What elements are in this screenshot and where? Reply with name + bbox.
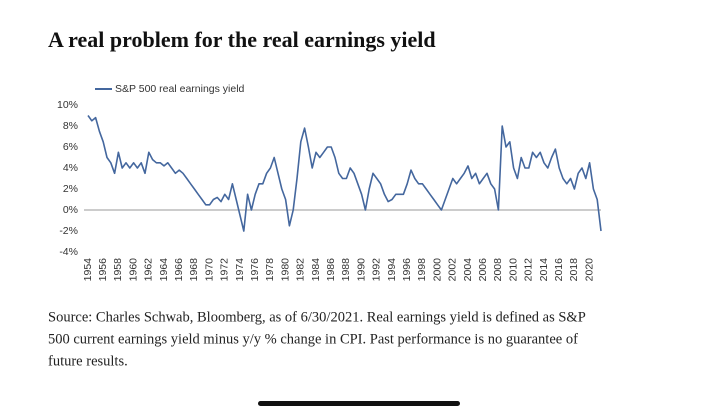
chart: 10%8%6%4%2%0%-2%-4%1954 1956 1958 1960 1962 1…	[57, 83, 602, 282]
x-tick-label: 1976	[249, 258, 261, 282]
x-tick-label: 1996	[401, 258, 413, 282]
y-tick-label: 2%	[63, 183, 78, 195]
home-indicator	[258, 401, 460, 406]
x-tick-label: 2008	[492, 258, 504, 282]
x-tick-label: 1992	[371, 258, 383, 282]
x-tick-label: 2012	[523, 258, 535, 282]
y-tick-label: -2%	[59, 225, 78, 237]
x-tick-label: 1966	[173, 258, 185, 282]
x-tick-label: 1954	[82, 258, 94, 282]
x-tick-label: 2010	[507, 258, 519, 282]
x-tick-label: 1978	[264, 258, 276, 282]
source-line: future results.	[48, 353, 128, 369]
y-tick-label: 4%	[63, 162, 78, 174]
x-tick-label: 1998	[416, 258, 428, 282]
x-tick-label: 1982	[295, 258, 307, 282]
y-tick-label: 0%	[63, 204, 78, 216]
legend-label: S&P 500 real earnings yield	[115, 83, 245, 95]
y-tick-label: 6%	[63, 141, 78, 153]
x-tick-label: 2000	[431, 258, 443, 282]
x-tick-label: 1972	[219, 258, 231, 282]
x-tick-label: 1956	[97, 258, 109, 282]
x-tick-label: 2002	[447, 258, 459, 282]
y-tick-label: 8%	[63, 120, 78, 132]
x-tick-label: 2020	[583, 258, 595, 282]
x-tick-label: 2016	[553, 258, 565, 282]
x-tick-label: 1994	[386, 258, 398, 282]
x-tick-label: 2004	[462, 258, 474, 282]
x-tick-label: 1964	[158, 258, 170, 282]
x-tick-label: 1986	[325, 258, 337, 282]
x-tick-label: 2018	[568, 258, 580, 282]
x-tick-label: 2014	[538, 258, 550, 282]
x-tick-label: 1970	[203, 258, 215, 282]
x-tick-label: 1980	[279, 258, 291, 282]
x-tick-label: 1990	[355, 258, 367, 282]
x-tick-label: 1984	[310, 258, 322, 282]
headline: A real problem for the real earnings yie…	[48, 27, 436, 52]
x-tick-label: 1988	[340, 258, 352, 282]
x-tick-label: 1962	[143, 258, 155, 282]
series-line	[87, 115, 602, 232]
source-line: 500 current earnings yield minus y/y % c…	[48, 331, 578, 347]
y-tick-label: 10%	[57, 99, 78, 111]
source-line: Source: Charles Schwab, Bloomberg, as of…	[48, 309, 586, 325]
x-tick-label: 1958	[112, 258, 124, 282]
x-tick-label: 1960	[127, 258, 139, 282]
x-tick-label: 1968	[188, 258, 200, 282]
x-tick-label: 2006	[477, 258, 489, 282]
x-tick-label: 1974	[234, 258, 246, 282]
y-tick-label: -4%	[59, 246, 78, 258]
